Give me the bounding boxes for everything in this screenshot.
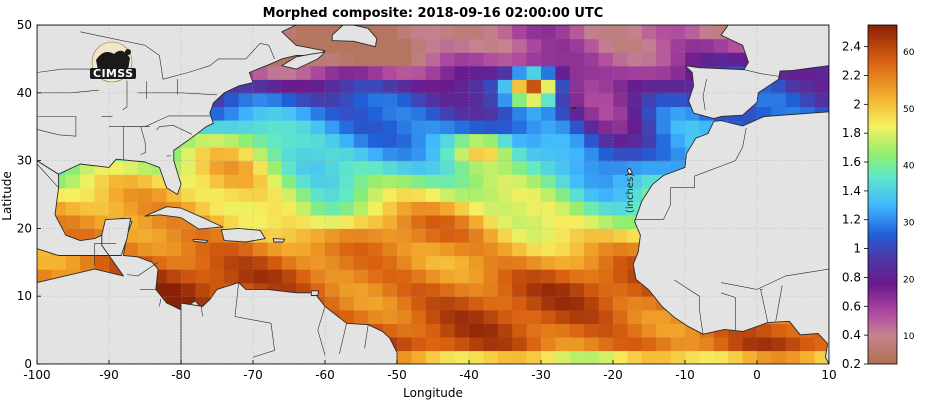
border-line bbox=[760, 289, 769, 323]
colorbar-inch-tick-label: 0.4 bbox=[842, 328, 861, 342]
x-tick-label: -80 bbox=[171, 368, 191, 382]
colorbar-inch-tick-label: 2 bbox=[853, 97, 861, 111]
land-south-america bbox=[180, 282, 398, 364]
border-line bbox=[234, 282, 275, 358]
land-cuba bbox=[144, 206, 224, 230]
land-uk bbox=[713, 25, 765, 26]
border-line bbox=[122, 80, 128, 111]
border-line bbox=[37, 163, 59, 188]
land-europe bbox=[684, 25, 829, 120]
map-title: Morphed composite: 2018-09-16 02:00:00 U… bbox=[263, 6, 604, 21]
x-tick-label: -50 bbox=[387, 368, 407, 382]
y-tick-label: 50 bbox=[17, 18, 32, 32]
x-tick-label: -90 bbox=[99, 368, 119, 382]
colorbar-gradient bbox=[867, 24, 898, 365]
border-line bbox=[702, 79, 707, 110]
plot-area bbox=[37, 25, 829, 364]
border-line bbox=[743, 69, 781, 77]
border-line bbox=[694, 128, 747, 177]
y-axis-label: Latitude bbox=[0, 171, 14, 220]
border-line bbox=[317, 306, 326, 356]
x-tick-label: 10 bbox=[821, 368, 836, 382]
y-axis-ticks: 0 10 20 30 40 50 bbox=[17, 18, 41, 371]
x-axis-label: Longitude bbox=[403, 386, 463, 400]
x-tick-label: -20 bbox=[603, 368, 623, 382]
border-line bbox=[94, 243, 117, 266]
colorbar-inch-tick-label: 2.2 bbox=[842, 68, 861, 82]
x-tick-label: -10 bbox=[675, 368, 695, 382]
land-jamaica bbox=[192, 238, 209, 244]
colorbar-inch-tick-label: 0.8 bbox=[842, 270, 861, 284]
x-tick-label: -100 bbox=[23, 368, 50, 382]
land-canary-islands bbox=[626, 167, 633, 175]
colorbar-mm-tick-label: 60 bbox=[903, 48, 915, 58]
colorbar-unit-label: (inches) bbox=[625, 173, 636, 213]
land-trinidad bbox=[310, 290, 319, 296]
border-line bbox=[674, 279, 704, 335]
colorbar-mm-ticks: 10 20 30 40 50 60 bbox=[903, 48, 915, 342]
border-line bbox=[339, 323, 347, 354]
gridlines bbox=[37, 25, 829, 364]
border-line bbox=[126, 262, 159, 277]
border-line bbox=[364, 324, 369, 349]
y-tick-label: 40 bbox=[17, 86, 32, 100]
x-tick-label: -70 bbox=[243, 368, 263, 382]
colorbar-inch-tick-label: 1.2 bbox=[842, 213, 861, 227]
colorbar-inch-tick-label: 1.6 bbox=[842, 155, 861, 169]
colorbar-inch-tick-label: 1.8 bbox=[842, 126, 861, 140]
colorbar-inch-tick-label: 0.6 bbox=[842, 299, 861, 313]
x-tick-label: -30 bbox=[531, 368, 551, 382]
border-line bbox=[720, 292, 736, 331]
land-africa bbox=[632, 111, 829, 364]
land-yucatan-belize bbox=[101, 217, 132, 256]
land-newfoundland bbox=[331, 25, 378, 48]
colorbar-mm-tick-label: 40 bbox=[903, 162, 915, 172]
x-tick-label: -40 bbox=[459, 368, 479, 382]
y-tick-label: 30 bbox=[17, 154, 32, 168]
land-hispaniola bbox=[220, 227, 266, 243]
border-line bbox=[775, 285, 783, 322]
x-tick-label: 0 bbox=[753, 368, 761, 382]
border-line bbox=[80, 31, 275, 80]
land-puerto-rico bbox=[272, 238, 286, 243]
x-axis-ticks: -100 -90 -80 -70 -60 -50 -40 -30 -20 -10 0 10 bbox=[23, 360, 837, 382]
logo-text: CIMSS bbox=[93, 67, 133, 80]
colorbar-inch-tick-label: 1.4 bbox=[842, 184, 861, 198]
colorbar-mm-tick-label: 50 bbox=[903, 105, 915, 115]
colorbar-mm-tick-label: 30 bbox=[903, 218, 915, 228]
border-line bbox=[200, 306, 203, 317]
colorbar-mm-tick-label: 20 bbox=[903, 275, 915, 285]
colorbar-inch-ticks: 0.2 0.4 0.6 0.8 1 1.2 1.4 1.6 1.8 2 2.2 2.4 bbox=[842, 40, 868, 371]
colorbar-inch-tick-label: 2.4 bbox=[842, 40, 861, 54]
y-tick-label: 10 bbox=[17, 289, 32, 303]
border-line bbox=[109, 115, 211, 127]
border-line bbox=[156, 124, 192, 135]
y-tick-label: 0 bbox=[24, 357, 32, 371]
colorbar-inch-tick-label: 0.2 bbox=[842, 357, 861, 371]
plot-frame bbox=[36, 24, 830, 365]
colorbar-mm-tick-label: 10 bbox=[903, 332, 915, 342]
y-tick-label: 20 bbox=[17, 221, 32, 235]
border-line bbox=[37, 116, 77, 137]
x-tick-label: -60 bbox=[315, 368, 335, 382]
cimss-logo: CIMSS bbox=[90, 41, 136, 83]
border-line bbox=[720, 268, 829, 290]
colorbar-inch-tick-label: 1 bbox=[853, 242, 861, 256]
colorbar: 0.2 0.4 0.6 0.8 1 1.2 1.4 1.6 1.8 2 2.2 2.4 10 20 30 4… bbox=[842, 24, 915, 371]
border-line bbox=[159, 298, 162, 307]
land-azores bbox=[570, 106, 577, 109]
border-line bbox=[140, 126, 147, 155]
border-line bbox=[634, 176, 695, 220]
